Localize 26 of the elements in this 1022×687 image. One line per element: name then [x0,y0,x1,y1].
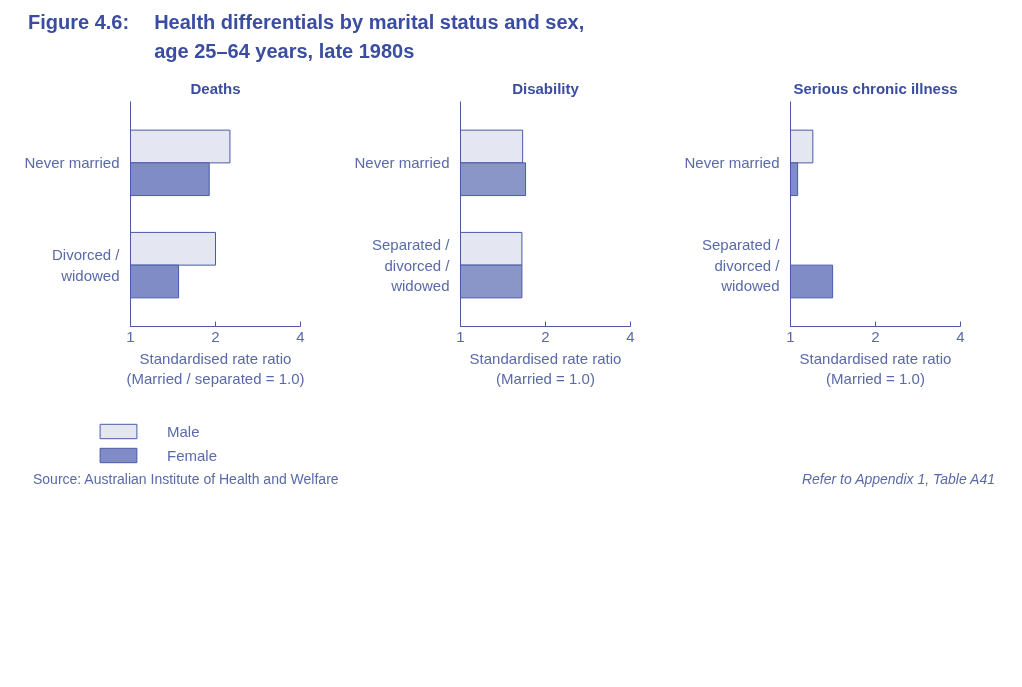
x-tick-label: 4 [296,327,305,345]
x-axis-title: Standardised rate ratio (Married = 1.0) [799,349,952,387]
text: Refer to Appendix 1, Table A41 [801,470,995,489]
legend-label: Male [167,422,200,440]
x-tick-label: 1 [786,327,795,345]
x-tick-label: 1 [126,327,135,345]
chart-title: Deaths [190,79,241,97]
legend-label: Female [167,446,218,464]
y-tick-label: Never married [24,154,120,172]
x-tick-label: 4 [626,327,635,345]
chart-title: Disability [512,79,580,97]
x-tick-label: 1 [456,327,465,345]
x-axis-title: Standardised rate ratio (Married = 1.0) [469,349,622,387]
y-tick-label: Divorced / widowed [51,246,121,284]
chart-title: Serious chronic illness [793,79,958,97]
x-tick-label: 2 [541,327,550,345]
source-note: Source: Australian Institute of Health and Welfare [33,470,339,489]
y-tick-label: Separated / divorced / widowed [371,236,451,295]
y-tick-label: Separated / divorced / widowed [701,236,781,295]
x-axis-title: Standardised rate ratio (Married / separated = 1.0) [126,349,305,387]
x-tick-label: 2 [871,327,880,345]
x-tick-label: 2 [211,327,220,345]
x-tick-label: 4 [956,327,965,345]
text: Figure 4.6: Health differentials by marital status and sex, age 25–64 years, late 1980s [28,11,585,62]
y-tick-label: Never married [684,154,780,172]
y-tick-label: Never married [354,154,450,172]
